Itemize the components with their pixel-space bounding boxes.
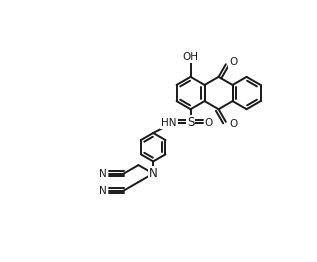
Text: S: S xyxy=(187,116,194,129)
Text: OH: OH xyxy=(183,52,198,62)
Text: N: N xyxy=(99,168,107,179)
Text: O: O xyxy=(205,118,213,128)
Text: HN: HN xyxy=(161,118,177,128)
Text: O: O xyxy=(230,57,238,67)
Text: O: O xyxy=(230,119,238,129)
Text: N: N xyxy=(149,167,158,180)
Text: O: O xyxy=(168,118,176,128)
Text: N: N xyxy=(99,185,107,195)
